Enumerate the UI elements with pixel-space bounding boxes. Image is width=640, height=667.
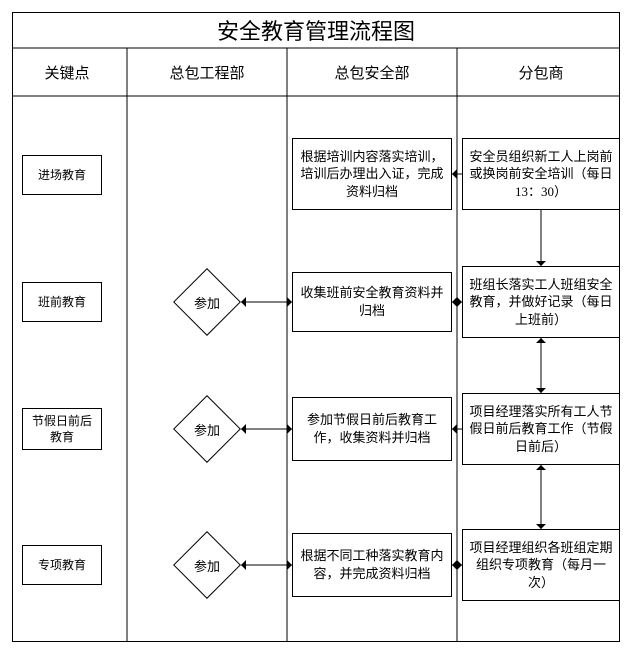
key-point-3: 专项教育	[22, 545, 102, 585]
column-header-sub: 分包商	[462, 48, 620, 96]
column-header-key: 关键点	[12, 48, 122, 96]
key-point-2: 节假日前后教育	[22, 408, 102, 450]
safe-box-3: 根据不同工种落实教育内容，并完成资料归档	[292, 533, 452, 597]
key-point-1: 班前教育	[22, 282, 102, 322]
column-header-eng: 总包工程部	[132, 48, 282, 96]
column-header-safe: 总包安全部	[292, 48, 452, 96]
sub-box-0: 安全员组织新工人上岗前或换岗前安全培训（每日13：30）	[462, 138, 620, 210]
sub-box-3: 项目经理组织各班组定期组织专项教育（每月一次）	[462, 529, 620, 601]
sub-box-1: 班组长落实工人班组安全教育，并做好记录（每日上班前）	[462, 266, 620, 338]
flowchart-canvas: 安全教育管理流程图关键点总包工程部总包安全部分包商进场教育 根据培训内容落实培训，…	[0, 0, 640, 667]
safe-box-1: 收集班前安全教育资料并归档	[292, 272, 452, 332]
flowchart-title: 安全教育管理流程图	[12, 12, 620, 48]
key-point-0: 进场教育	[22, 155, 102, 195]
safe-box-0: 根据培训内容落实培训，培训后办理出入证，完成资料归档	[292, 138, 452, 210]
sub-box-2: 项目经理落实所有工人节假日前后教育工作（节假日前后）	[462, 393, 620, 465]
safe-box-2: 参加节假日前后教育工作，收集资料并归档	[292, 397, 452, 461]
